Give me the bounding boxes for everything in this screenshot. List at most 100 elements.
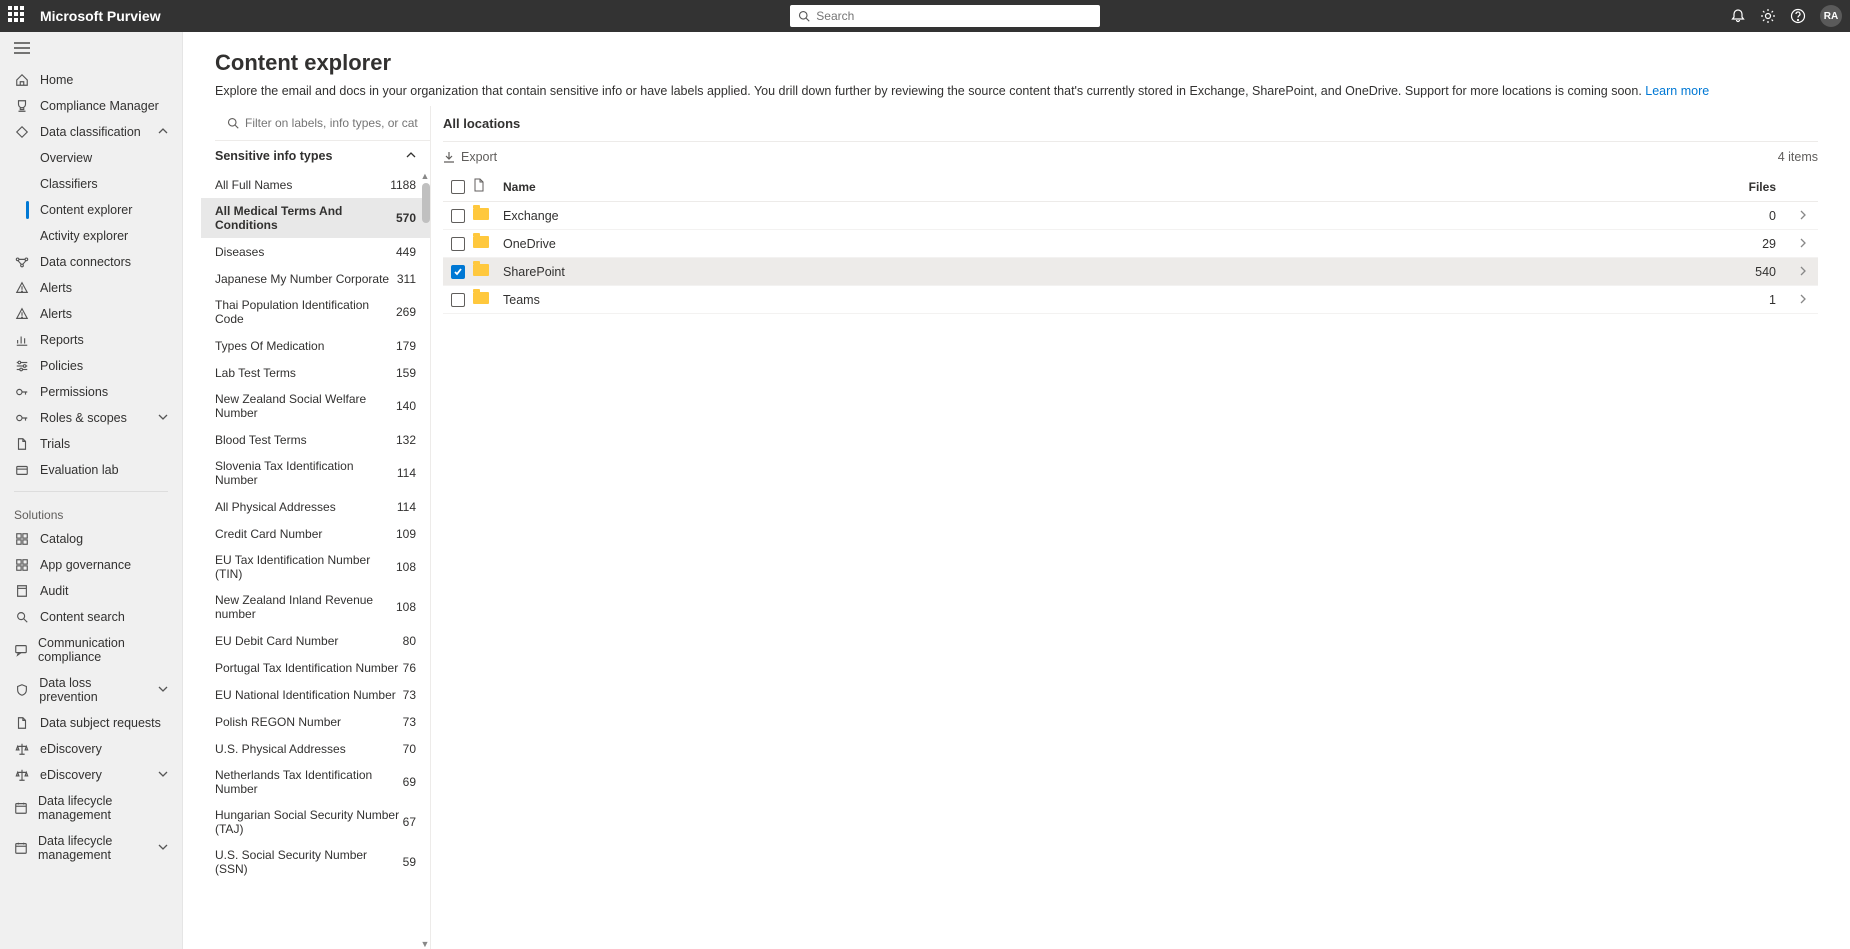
- learn-more-link[interactable]: Learn more: [1645, 84, 1709, 98]
- hamburger-icon[interactable]: [0, 32, 182, 67]
- sidebar-item-alerts1[interactable]: Alerts: [0, 275, 182, 301]
- sidebar-item-appgov[interactable]: App governance: [0, 552, 182, 578]
- sidebar-item-commcomp[interactable]: Communication compliance: [0, 630, 182, 670]
- row-checkbox[interactable]: [443, 237, 473, 251]
- type-item[interactable]: Japanese My Number Corporate311: [201, 265, 430, 292]
- sidebar-item-reports[interactable]: Reports: [0, 327, 182, 353]
- chevron-icon: [158, 125, 168, 139]
- chevron-right-icon[interactable]: [1788, 293, 1818, 307]
- type-item[interactable]: EU Tax Identification Number (TIN)108: [201, 547, 430, 587]
- type-item[interactable]: New Zealand Inland Revenue number108: [201, 587, 430, 627]
- type-item[interactable]: All Physical Addresses114: [201, 493, 430, 520]
- type-item[interactable]: New Zealand Social Welfare Number140: [201, 386, 430, 426]
- type-item[interactable]: U.S. Social Security Number (SSN)59: [201, 842, 430, 882]
- sidebar-item-overview[interactable]: Overview: [0, 145, 182, 171]
- scrollbar-thumb[interactable]: [422, 183, 430, 223]
- help-icon[interactable]: [1790, 8, 1806, 24]
- type-name: Credit Card Number: [215, 527, 322, 541]
- type-item[interactable]: All Medical Terms And Conditions570: [201, 198, 430, 238]
- chevron-right-icon[interactable]: [1788, 237, 1818, 251]
- flow-icon: [14, 255, 30, 269]
- type-count: 159: [396, 366, 416, 380]
- sidebar-item-edisc1[interactable]: eDiscovery: [0, 736, 182, 762]
- type-name: Types Of Medication: [215, 339, 324, 353]
- type-item[interactable]: Lab Test Terms159: [201, 359, 430, 386]
- sidebar-item-permissions[interactable]: Permissions: [0, 379, 182, 405]
- type-item[interactable]: Polish REGON Number73: [201, 708, 430, 735]
- folder-icon: [473, 264, 497, 279]
- col-name: Name: [497, 180, 1728, 194]
- sidebar-item-activityexp[interactable]: Activity explorer: [0, 223, 182, 249]
- row-checkbox[interactable]: [443, 265, 473, 279]
- warn-icon: [14, 281, 30, 295]
- sidebar-item-home[interactable]: Home: [0, 67, 182, 93]
- sidebar-item-contentexp[interactable]: Content explorer: [0, 197, 182, 223]
- group-header[interactable]: Sensitive info types: [201, 141, 430, 171]
- gear-icon[interactable]: [1760, 8, 1776, 24]
- sidebar-item-dataconn[interactable]: Data connectors: [0, 249, 182, 275]
- sidebar-item-trials[interactable]: Trials: [0, 431, 182, 457]
- app-launcher-icon[interactable]: [8, 6, 28, 26]
- type-list[interactable]: ▲ ▼ All Full Names1188All Medical Terms …: [201, 171, 430, 949]
- location-row[interactable]: OneDrive 29: [443, 230, 1818, 258]
- type-item[interactable]: Diseases449: [201, 238, 430, 265]
- export-button[interactable]: Export: [443, 150, 497, 164]
- sidebar-item-contentsearch[interactable]: Content search: [0, 604, 182, 630]
- row-files: 0: [1728, 209, 1788, 223]
- type-name: U.S. Physical Addresses: [215, 742, 346, 756]
- sidebar-item-catalog[interactable]: Catalog: [0, 526, 182, 552]
- sidebar-item-evallab[interactable]: Evaluation lab: [0, 457, 182, 483]
- sidebar-item-roles[interactable]: Roles & scopes: [0, 405, 182, 431]
- scroll-up-icon[interactable]: ▲: [420, 171, 430, 181]
- chevron-right-icon[interactable]: [1788, 265, 1818, 279]
- type-item[interactable]: Thai Population Identification Code269: [201, 292, 430, 332]
- type-count: 70: [403, 742, 416, 756]
- sidebar-item-audit[interactable]: Audit: [0, 578, 182, 604]
- filter-input-wrap[interactable]: [215, 106, 430, 141]
- row-checkbox[interactable]: [443, 209, 473, 223]
- type-item[interactable]: EU Debit Card Number80: [201, 627, 430, 654]
- col-checkbox[interactable]: [443, 180, 473, 194]
- sidebar-item-policies[interactable]: Policies: [0, 353, 182, 379]
- avatar[interactable]: RA: [1820, 5, 1842, 27]
- sidebar-item-dlm2[interactable]: Data lifecycle management: [0, 828, 182, 868]
- scroll-down-icon[interactable]: ▼: [420, 939, 430, 949]
- sidebar-item-classifiers[interactable]: Classifiers: [0, 171, 182, 197]
- search-box[interactable]: [790, 5, 1100, 27]
- type-item[interactable]: EU National Identification Number73: [201, 681, 430, 708]
- type-item[interactable]: Hungarian Social Security Number (TAJ)67: [201, 802, 430, 842]
- export-label: Export: [461, 150, 497, 164]
- sidebar-item-label: Data connectors: [40, 255, 131, 269]
- search-input[interactable]: [816, 9, 1092, 23]
- type-item[interactable]: Portugal Tax Identification Number76: [201, 654, 430, 681]
- nav-divider: [14, 491, 168, 492]
- sidebar-item-dataclass[interactable]: Data classification: [0, 119, 182, 145]
- sidebar-item-edisc2[interactable]: eDiscovery: [0, 762, 182, 788]
- type-item[interactable]: Blood Test Terms132: [201, 426, 430, 453]
- sidebar-item-alerts2[interactable]: Alerts: [0, 301, 182, 327]
- chevron-up-icon: [406, 149, 416, 163]
- type-item[interactable]: U.S. Physical Addresses 70: [201, 735, 430, 762]
- location-row[interactable]: SharePoint 540: [443, 258, 1818, 286]
- type-item[interactable]: Credit Card Number109: [201, 520, 430, 547]
- filter-input[interactable]: [245, 116, 418, 130]
- location-row[interactable]: Exchange 0: [443, 202, 1818, 230]
- type-item[interactable]: Slovenia Tax Identification Number114: [201, 453, 430, 493]
- type-item[interactable]: Netherlands Tax Identification Number69: [201, 762, 430, 802]
- sidebar-item-dsr[interactable]: Data subject requests: [0, 710, 182, 736]
- chevron-right-icon[interactable]: [1788, 209, 1818, 223]
- type-item[interactable]: All Full Names1188: [201, 171, 430, 198]
- sidebar-item-label: Alerts: [40, 281, 72, 295]
- sidebar-item-compmgr[interactable]: Compliance Manager: [0, 93, 182, 119]
- type-count: 132: [396, 433, 416, 447]
- row-checkbox[interactable]: [443, 293, 473, 307]
- bell-icon[interactable]: [1730, 8, 1746, 24]
- sidebar-item-dlm1[interactable]: Data lifecycle management: [0, 788, 182, 828]
- type-count: 114: [397, 466, 416, 480]
- brand: Microsoft Purview: [40, 8, 161, 24]
- sidebar-item-label: App governance: [40, 558, 131, 572]
- main-header: Content explorer Explore the email and d…: [183, 32, 1850, 106]
- location-row[interactable]: Teams 1: [443, 286, 1818, 314]
- sidebar-item-dlp[interactable]: Data loss prevention: [0, 670, 182, 710]
- type-item[interactable]: Types Of Medication179: [201, 332, 430, 359]
